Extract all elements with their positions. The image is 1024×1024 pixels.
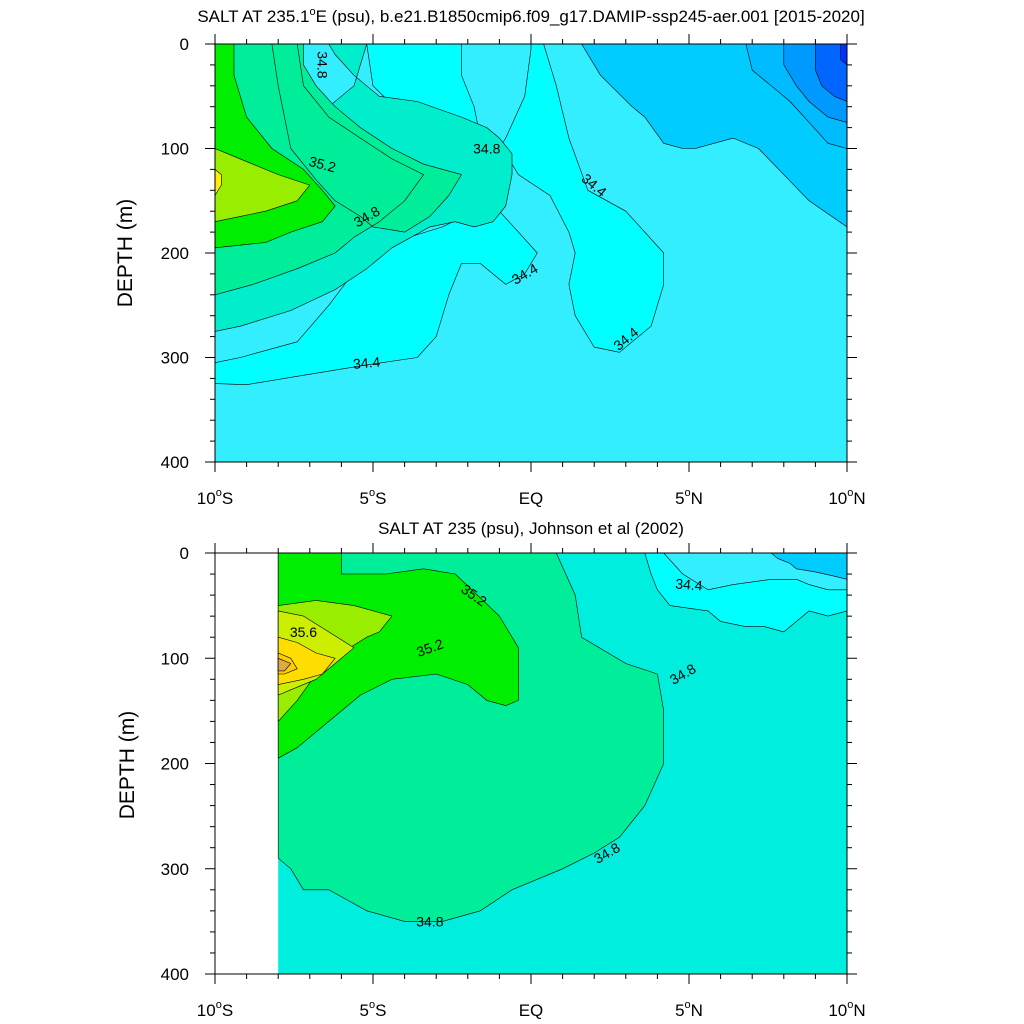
- contour-region-4: [215, 148, 311, 222]
- plot-area: 34.835.234.834.834.434.434.434.4: [215, 44, 847, 462]
- x-tick-value: EQ: [519, 489, 544, 508]
- x-tick-value: 10: [197, 1001, 216, 1020]
- y-tick-label: 400: [161, 965, 189, 984]
- chart-title-main: SALT AT 235 (psu), Johnson et al (2002): [378, 519, 684, 538]
- x-tick-hemisphere: S: [375, 1001, 386, 1020]
- x-tick-label: 10oN: [828, 999, 865, 1020]
- x-tick-label: 5oS: [360, 487, 387, 508]
- x-tick-label: 5oN: [675, 487, 703, 508]
- contour-region-6: [277, 657, 292, 672]
- contour-label: 34.8: [473, 141, 500, 157]
- y-tick-label: 400: [161, 453, 189, 472]
- x-tick-value: EQ: [519, 1001, 544, 1020]
- x-tick-value: 5: [360, 489, 369, 508]
- contour-region-10: [840, 44, 847, 66]
- x-tick-hemisphere: S: [222, 489, 233, 508]
- chart-title-main: SALT AT 235.1: [197, 7, 309, 26]
- x-tick-hemisphere: N: [691, 489, 703, 508]
- y-axis-label: DEPTH (m): [114, 199, 137, 308]
- x-tick-label: 10oS: [197, 999, 233, 1020]
- y-tick-label: 0: [180, 35, 189, 54]
- x-tick-hemisphere: N: [691, 1001, 703, 1020]
- x-tick-hemisphere: N: [853, 1001, 865, 1020]
- chart-title-rest: E (psu), b.e21.B1850cmip6.f09_g17.DAMIP-…: [316, 7, 865, 26]
- contour-region-9: [815, 44, 847, 102]
- y-tick-label: 300: [161, 349, 189, 368]
- contour-label: 35.6: [290, 624, 317, 640]
- y-tick-label: 300: [161, 860, 189, 879]
- x-tick-label: 5oN: [675, 999, 703, 1020]
- contour-region-6: [518, 44, 847, 228]
- contour-region-5: [215, 169, 222, 196]
- plot-area: 35.235.635.234.434.834.834.8: [277, 553, 847, 974]
- contour-label: 35.2: [307, 153, 338, 176]
- x-tick-hemisphere: S: [222, 1001, 233, 1020]
- y-tick-label: 200: [161, 244, 189, 263]
- y-axis-label: DEPTH (m): [116, 711, 139, 820]
- x-tick-value: 10: [828, 1001, 847, 1020]
- x-tick-value: 5: [675, 1001, 684, 1020]
- x-tick-value: 5: [360, 1001, 369, 1020]
- x-tick-label: 5oS: [360, 999, 387, 1020]
- y-tick-label: 100: [161, 649, 189, 668]
- contour-label: 34.4: [675, 575, 704, 593]
- chart-title: SALT AT 235 (psu), Johnson et al (2002): [378, 519, 684, 538]
- x-tick-label: 10oS: [197, 487, 233, 508]
- x-tick-value: 10: [828, 489, 847, 508]
- x-tick-value: 10: [197, 489, 216, 508]
- contour-label: 34.8: [314, 51, 330, 78]
- chart-title: SALT AT 235.1oE (psu), b.e21.B1850cmip6.…: [197, 6, 864, 26]
- x-tick-value: 5: [675, 489, 684, 508]
- x-tick-hemisphere: S: [375, 489, 386, 508]
- y-tick-label: 200: [161, 755, 189, 774]
- chart-title-degree: o: [309, 6, 315, 18]
- y-tick-label: 0: [180, 544, 189, 563]
- contour-region-4: [277, 636, 336, 685]
- contour-label: 34.4: [352, 354, 381, 372]
- x-tick-label: EQ: [519, 1001, 544, 1020]
- contour-region-9: [770, 553, 847, 580]
- contour-label: 34.8: [416, 913, 443, 929]
- x-tick-hemisphere: N: [853, 489, 865, 508]
- x-tick-label: 10oN: [828, 487, 865, 508]
- y-tick-label: 100: [161, 140, 189, 159]
- x-tick-label: EQ: [519, 489, 544, 508]
